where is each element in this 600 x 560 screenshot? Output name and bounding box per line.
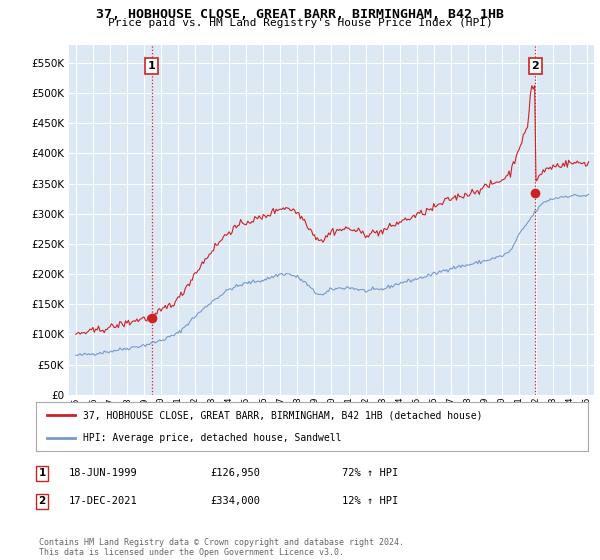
Text: HPI: Average price, detached house, Sandwell: HPI: Average price, detached house, Sand… — [83, 433, 341, 444]
Text: 18-JUN-1999: 18-JUN-1999 — [69, 468, 138, 478]
Text: 1: 1 — [38, 468, 46, 478]
Text: 37, HOBHOUSE CLOSE, GREAT BARR, BIRMINGHAM, B42 1HB (detached house): 37, HOBHOUSE CLOSE, GREAT BARR, BIRMINGH… — [83, 410, 482, 421]
Text: 1: 1 — [148, 61, 156, 71]
Text: Contains HM Land Registry data © Crown copyright and database right 2024.
This d: Contains HM Land Registry data © Crown c… — [39, 538, 404, 557]
Text: 17-DEC-2021: 17-DEC-2021 — [69, 496, 138, 506]
Text: £334,000: £334,000 — [210, 496, 260, 506]
Text: 2: 2 — [532, 61, 539, 71]
Text: 37, HOBHOUSE CLOSE, GREAT BARR, BIRMINGHAM, B42 1HB: 37, HOBHOUSE CLOSE, GREAT BARR, BIRMINGH… — [96, 8, 504, 21]
Text: 72% ↑ HPI: 72% ↑ HPI — [342, 468, 398, 478]
Text: 2: 2 — [38, 496, 46, 506]
Text: £126,950: £126,950 — [210, 468, 260, 478]
Text: 12% ↑ HPI: 12% ↑ HPI — [342, 496, 398, 506]
Text: Price paid vs. HM Land Registry's House Price Index (HPI): Price paid vs. HM Land Registry's House … — [107, 18, 493, 29]
